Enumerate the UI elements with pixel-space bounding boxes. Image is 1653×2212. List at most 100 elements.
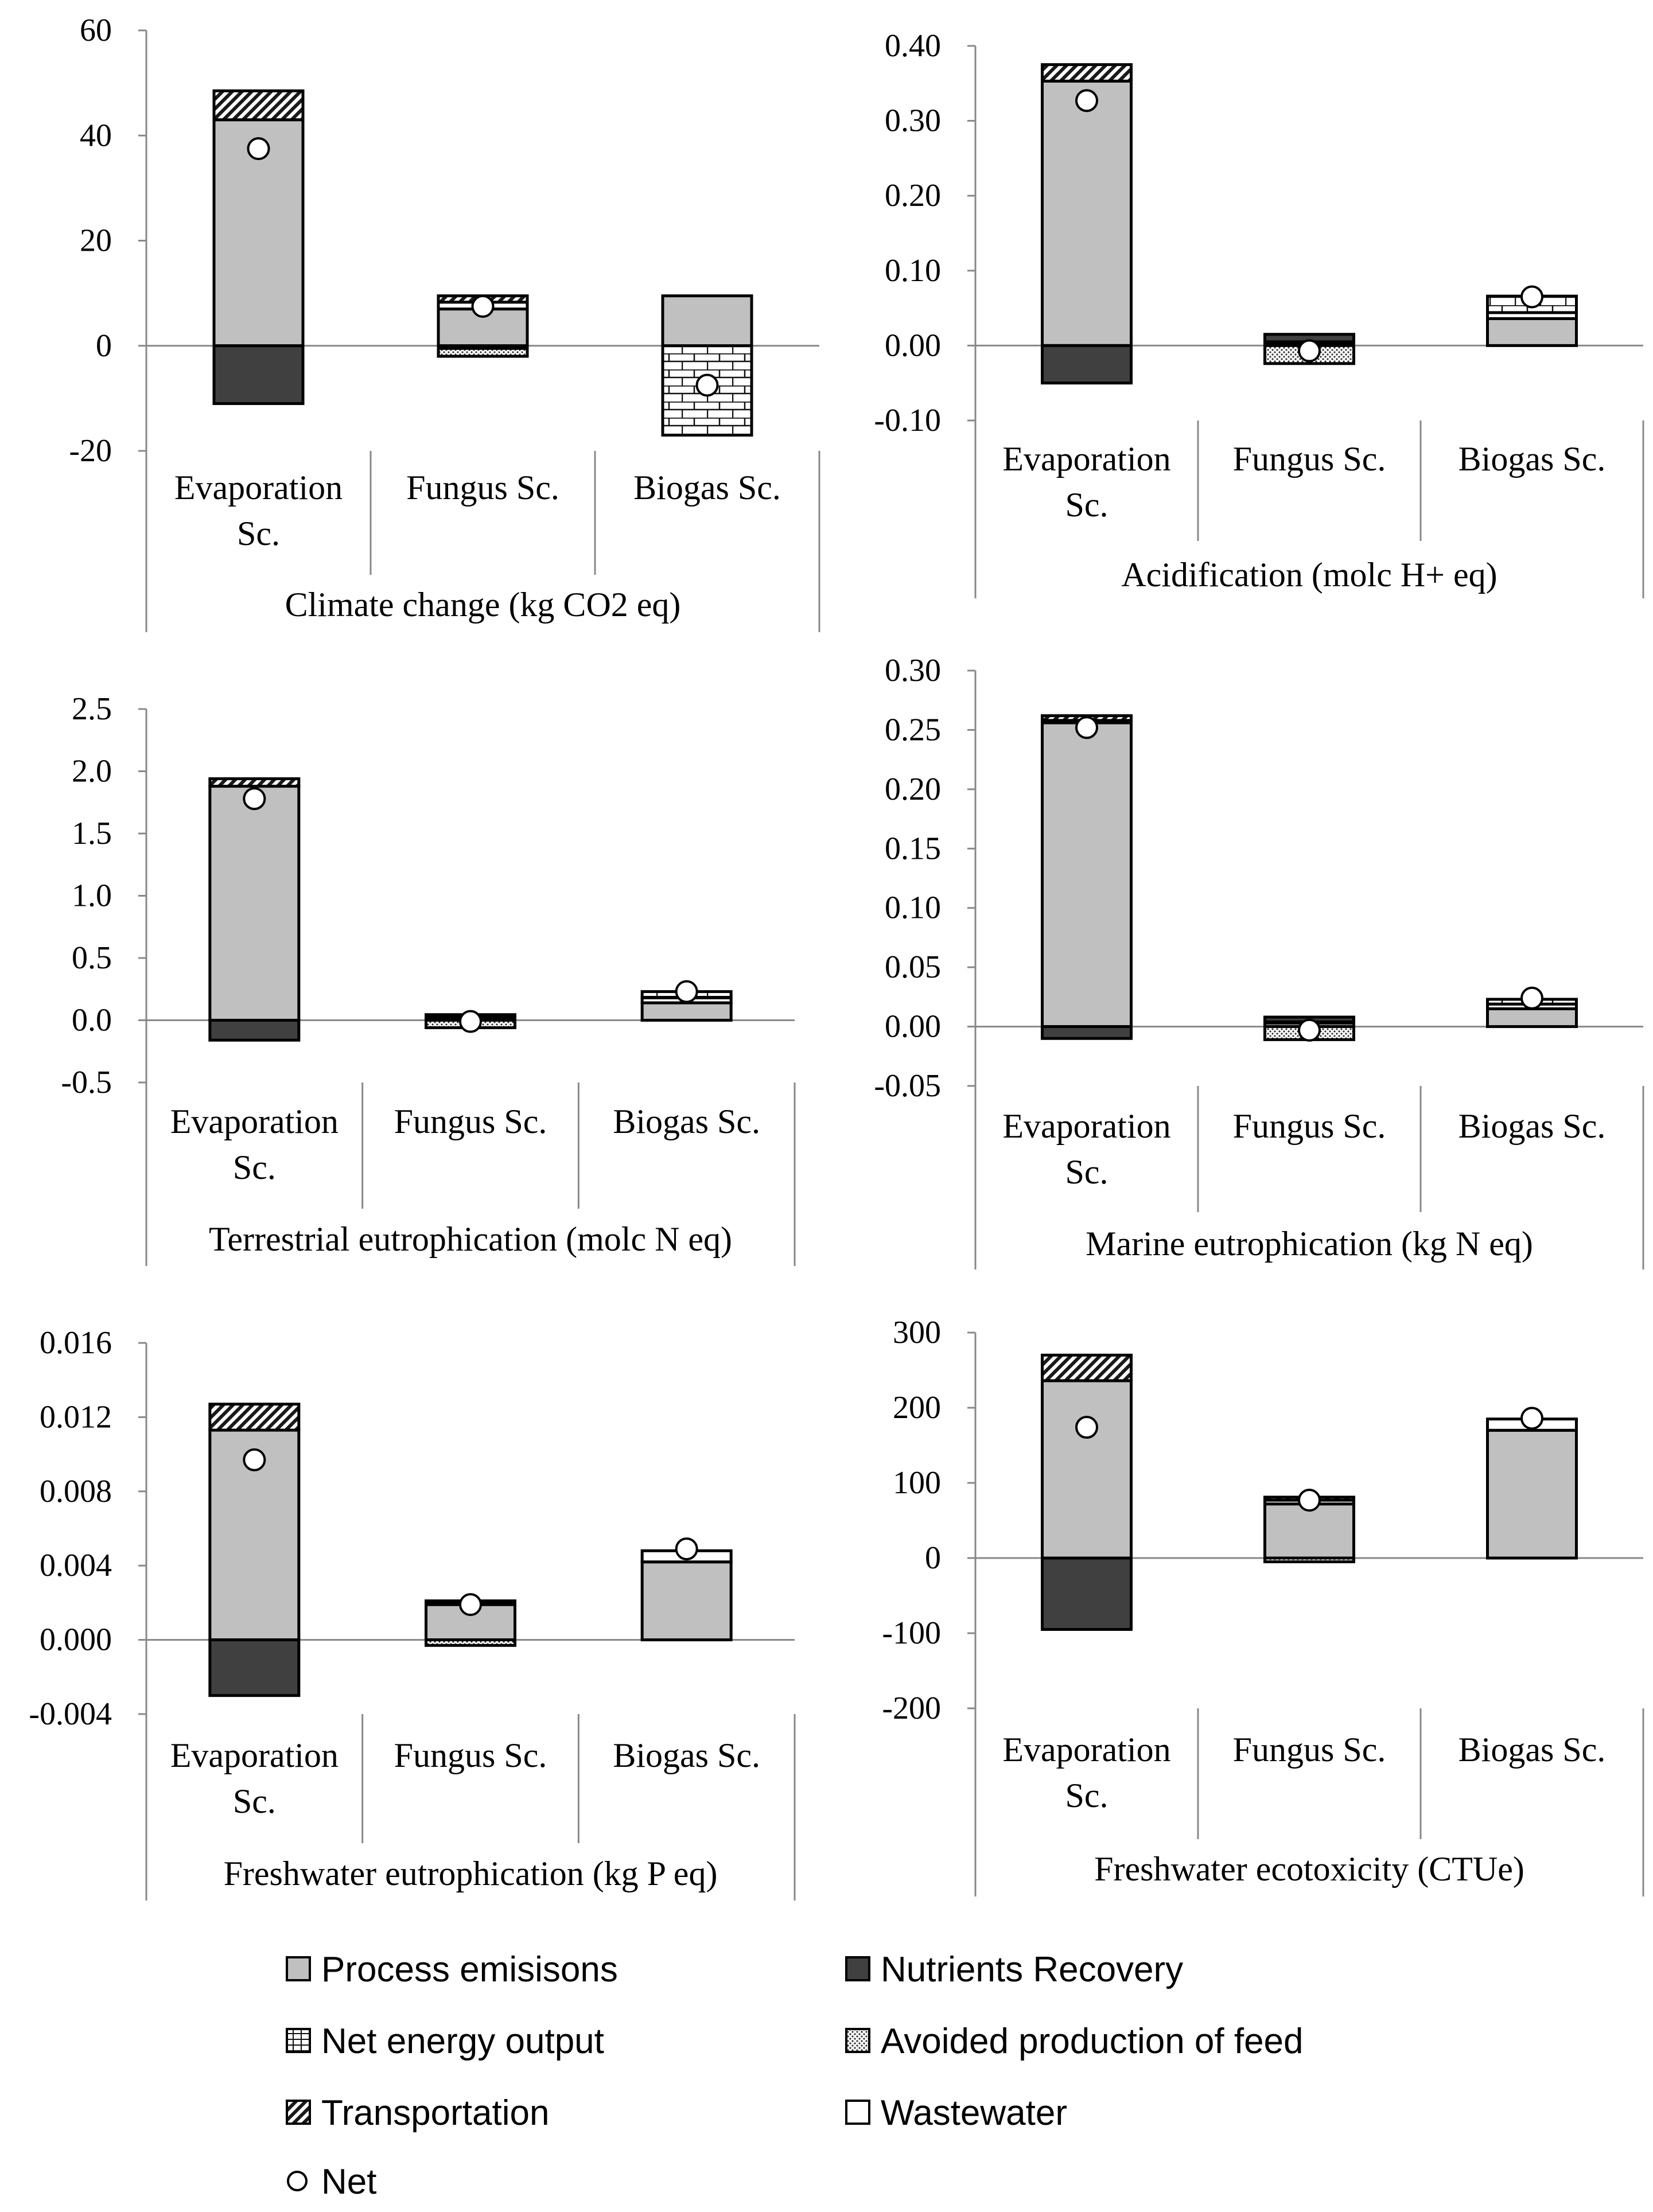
bar-biogas-sc-process bbox=[640, 1560, 733, 1642]
legend-item-nutrients: Nutrients Recovery bbox=[845, 1950, 1183, 1989]
bar-biogas-sc-process bbox=[1486, 1428, 1578, 1560]
net-marker-fungus-sc bbox=[1298, 1018, 1321, 1042]
y-tick-label: -0.004 bbox=[29, 1696, 112, 1732]
legend-swatch bbox=[845, 2100, 870, 2125]
net-marker-evaporation-sc bbox=[1075, 89, 1098, 112]
category-label: Biogas Sc. bbox=[633, 469, 781, 507]
y-tick-label: 0 bbox=[96, 328, 112, 364]
y-tick-label: 0.004 bbox=[40, 1548, 112, 1583]
panel-title: Freshwater eutrophication (kg P eq) bbox=[224, 1855, 718, 1892]
category-label: Biogas Sc. bbox=[613, 1736, 760, 1774]
bar-evaporation-sc-process bbox=[1041, 1379, 1133, 1560]
chart-panel-acidification-molc-h-eq: 0.40 0.30 0.20 0.10 0.00 -0.10 Evaporation Sc. F… bbox=[874, 28, 1644, 598]
bar-biogas-sc-process bbox=[640, 1001, 733, 1022]
y-tick-label: 200 bbox=[893, 1390, 941, 1426]
bar-evaporation-sc-process bbox=[1041, 79, 1133, 347]
legend-item-transport: Transportation bbox=[286, 2093, 549, 2133]
y-tick-label: 0.10 bbox=[885, 253, 941, 289]
category-label: Biogas Sc. bbox=[1458, 440, 1606, 478]
net-marker-biogas-sc bbox=[1520, 285, 1543, 309]
legend-swatch bbox=[287, 2171, 308, 2191]
y-tick-label: 0.10 bbox=[885, 890, 941, 926]
y-tick-label: 1.5 bbox=[72, 816, 112, 851]
bar-fungus-sc-feed bbox=[1263, 1556, 1355, 1564]
y-tick-label: 0.00 bbox=[885, 1009, 941, 1045]
y-tick-label: 0.016 bbox=[40, 1325, 112, 1361]
bar-evaporation-sc-transport bbox=[208, 777, 301, 788]
y-tick-label: -200 bbox=[882, 1691, 941, 1726]
bar-evaporation-sc-process bbox=[1041, 721, 1133, 1029]
legend-label: Wastewater bbox=[881, 2093, 1067, 2133]
category-label: Sc. bbox=[233, 1148, 276, 1186]
bar-biogas-sc-process bbox=[1486, 1007, 1578, 1029]
chart-panel-marine-eutrophication-kg-n-eq: 0.30 0.25 0.20 0.15 0.10 0.05 0.00 -0.05 Evapora… bbox=[874, 653, 1644, 1269]
y-tick-label: 0.20 bbox=[885, 772, 941, 807]
y-tick-label: 0.15 bbox=[885, 831, 941, 866]
net-marker-evaporation-sc bbox=[247, 137, 270, 161]
category-label: Evaporation bbox=[170, 1103, 339, 1140]
category-label: Sc. bbox=[1065, 1153, 1109, 1191]
category-label: Sc. bbox=[233, 1782, 276, 1820]
legend-label: Nutrients Recovery bbox=[881, 1950, 1183, 1989]
y-tick-label: 0.30 bbox=[885, 103, 941, 139]
bar-evaporation-sc-nutrients bbox=[1041, 1025, 1133, 1040]
net-marker-evaporation-sc bbox=[243, 787, 266, 811]
y-tick-label: 0.0 bbox=[72, 1003, 112, 1038]
legend-item-net: Net bbox=[287, 2162, 376, 2202]
category-label: Evaporation bbox=[1002, 1731, 1170, 1769]
y-tick-label: 20 bbox=[80, 223, 112, 259]
chart-panel-terrestrial-eutrophication-molc-n-eq: 2.5 2.0 1.5 1.0 0.5 0.0 -0.5 Evaporation Sc. Fung… bbox=[61, 691, 796, 1266]
net-marker-biogas-sc bbox=[675, 980, 698, 1003]
net-marker-biogas-sc bbox=[1520, 1407, 1543, 1430]
category-label: Fungus Sc. bbox=[1233, 1107, 1386, 1145]
category-label: Sc. bbox=[237, 515, 280, 552]
category-label: Fungus Sc. bbox=[1233, 440, 1386, 478]
panel-title: Terrestrial eutrophication (molc N eq) bbox=[209, 1220, 732, 1258]
category-label: Biogas Sc. bbox=[1458, 1107, 1606, 1145]
y-tick-label: 100 bbox=[893, 1465, 941, 1501]
net-marker-biogas-sc bbox=[1520, 986, 1543, 1010]
legend: Process emisisons Nutrients Recovery Net e… bbox=[286, 1950, 1304, 2202]
y-tick-label: 300 bbox=[893, 1315, 941, 1350]
legend-swatch bbox=[845, 2028, 870, 2053]
legend-label: Process emisisons bbox=[321, 1950, 618, 1989]
category-label: Evaporation bbox=[1002, 440, 1170, 478]
bar-evaporation-sc-nutrients bbox=[212, 344, 305, 406]
bar-evaporation-sc-transport bbox=[208, 1403, 301, 1432]
bar-fungus-sc-feed bbox=[425, 1638, 516, 1647]
y-tick-label: 0.000 bbox=[40, 1622, 112, 1658]
net-marker-fungus-sc bbox=[1298, 1489, 1321, 1512]
panel-title: Freshwater ecotoxicity (CTUe) bbox=[1094, 1850, 1524, 1888]
net-marker-evaporation-sc bbox=[1075, 716, 1098, 739]
net-marker-fungus-sc bbox=[471, 295, 495, 318]
y-tick-label: 0 bbox=[925, 1540, 941, 1576]
bar-fungus-sc-feed bbox=[437, 346, 529, 358]
legend-item-feed: Avoided production of feed bbox=[845, 2022, 1304, 2061]
legend-item-energy: Net energy output bbox=[286, 2022, 604, 2061]
category-label: Evaporation bbox=[170, 1736, 339, 1774]
legend-swatch bbox=[845, 1956, 870, 1981]
y-tick-label: 0.25 bbox=[885, 712, 941, 747]
category-label: Biogas Sc. bbox=[613, 1103, 760, 1140]
category-label: Sc. bbox=[1065, 486, 1109, 524]
legend-label: Net bbox=[321, 2162, 376, 2202]
panel-title: Acidification (molc H+ eq) bbox=[1121, 556, 1497, 594]
category-label: Evaporation bbox=[1002, 1107, 1170, 1145]
bar-biogas-sc-process bbox=[661, 294, 753, 348]
net-marker-biogas-sc bbox=[675, 1537, 698, 1561]
y-tick-label: -0.05 bbox=[874, 1068, 941, 1104]
panel-title: Climate change (kg CO2 eq) bbox=[285, 586, 681, 624]
category-label: Sc. bbox=[1065, 1777, 1109, 1814]
y-tick-label: 0.05 bbox=[885, 949, 941, 985]
chart-panel-freshwater-eutrophication-kg-p-eq: 0.016 0.012 0.008 0.004 0.000 -0.004 Evaporati… bbox=[29, 1325, 796, 1901]
legend-swatch bbox=[286, 2028, 311, 2053]
bar-fungus-sc-process bbox=[1263, 1502, 1355, 1560]
panel-title: Marine eutrophication (kg N eq) bbox=[1086, 1225, 1533, 1263]
y-tick-label: 0.40 bbox=[885, 28, 941, 64]
y-tick-label: 2.5 bbox=[72, 691, 112, 727]
bar-evaporation-sc-nutrients bbox=[208, 1019, 301, 1042]
legend-item-wastewater: Wastewater bbox=[845, 2093, 1067, 2133]
y-tick-label: 1.0 bbox=[72, 878, 112, 914]
